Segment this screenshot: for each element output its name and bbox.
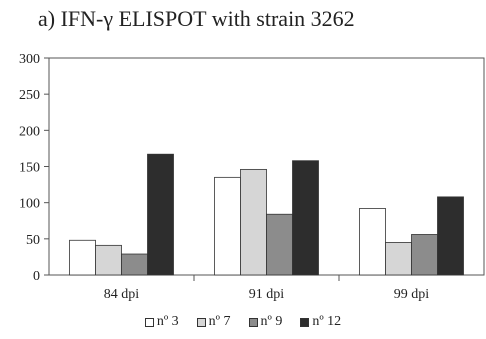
- y-tick-label: 0: [33, 269, 40, 284]
- y-tick-label: 250: [19, 88, 40, 103]
- legend-item: nº 3: [144, 314, 179, 330]
- x-tick-label: 91 dpi: [249, 287, 285, 302]
- legend-item: nº 7: [196, 314, 231, 330]
- bar-3-2: [266, 213, 293, 276]
- bar-2-3: [385, 242, 412, 276]
- bar-1-3: [359, 208, 386, 276]
- chart-legend: nº 3 nº 7 nº 9 nº 12: [0, 314, 486, 330]
- legend-swatch: [196, 317, 206, 327]
- y-tick-label: 200: [19, 124, 40, 139]
- legend-item: nº 12: [300, 314, 341, 330]
- x-tick-label: 99 dpi: [394, 287, 430, 302]
- bar-4-1: [147, 153, 174, 276]
- bar-3-3: [411, 234, 438, 276]
- legend-label: nº 9: [260, 314, 283, 329]
- bar-2-2: [240, 168, 267, 276]
- y-tick-label: 300: [19, 52, 40, 67]
- chart-title: a) IFN-γ ELISPOT with strain 3262: [38, 6, 355, 31]
- legend-swatch: [300, 317, 310, 327]
- x-tick-label: 84 dpi: [104, 287, 140, 302]
- y-tick-label: 150: [19, 161, 40, 176]
- bar-1-1: [69, 239, 96, 276]
- legend-label: nº 12: [312, 314, 342, 329]
- bar-3-1: [121, 253, 148, 276]
- y-tick-label: 50: [26, 233, 40, 248]
- legend-label: nº 7: [208, 314, 231, 329]
- y-tick-label: 100: [19, 197, 40, 212]
- legend-swatch: [144, 317, 154, 327]
- bar-1-2: [214, 176, 241, 276]
- bar-4-2: [292, 160, 319, 276]
- legend-swatch: [248, 317, 258, 327]
- legend-item: nº 9: [248, 314, 283, 330]
- legend-label: nº 3: [156, 314, 179, 329]
- bar-4-3: [437, 196, 464, 276]
- bar-2-1: [95, 244, 122, 276]
